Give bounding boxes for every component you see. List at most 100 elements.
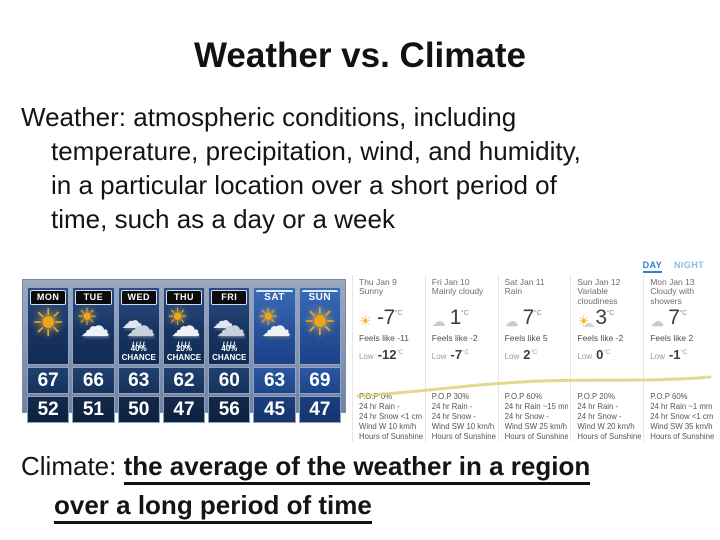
- tv-day-panel: FRI ☁ ☁//// 40% CHANCE: [208, 287, 251, 365]
- low-temp: Low 2°C: [504, 347, 538, 362]
- forecast-temp: ☀ -7°C: [359, 306, 403, 329]
- forecast-stats: P.O.P 60% 24 hr Rain ~1 mm 24 hr Snow <1…: [650, 392, 714, 442]
- forecast-condition: Mainly cloudy: [431, 286, 484, 296]
- weather-definition-line: Weather: atmospheric conditions, includi…: [21, 102, 517, 132]
- forecast-temp: ☁ ∙∙∙ 7°C: [504, 306, 542, 330]
- forecast-date: Thu Jan 9: [359, 277, 397, 287]
- weather-definition-line: time, such as a day or a week: [51, 204, 395, 234]
- tv-chance-text: [300, 342, 340, 364]
- tv-low-temp: 52: [27, 396, 70, 423]
- forecast-date: Sun Jan 12: [577, 277, 621, 287]
- tv-low-temp: 47: [162, 396, 206, 423]
- tv-high-temp: 60: [208, 367, 251, 394]
- pop: P.O.P 30%: [431, 392, 470, 401]
- tv-chance-text: [73, 342, 113, 364]
- tv-high-temp: 69: [298, 367, 341, 394]
- low-temp: Low -7°C: [431, 347, 469, 362]
- feels-like: Feels like -2: [431, 333, 478, 343]
- forecast-stats: P.O.P 0% 24 hr Rain - 24 hr Snow <1 cm W…: [359, 392, 423, 442]
- sun-cloud-rain-icon: ☀ ☁////: [166, 304, 201, 351]
- snow-24h: 24 hr Snow -: [504, 412, 549, 421]
- rain-24h: 24 hr Rain -: [577, 402, 619, 411]
- tv-low-temp: 45: [253, 396, 296, 423]
- tv-high-temp: 67: [27, 367, 70, 394]
- forecast-condition: Rain: [504, 286, 523, 296]
- rain-cloud-icon: ☁ ∙∙∙: [504, 313, 519, 330]
- rain-24h: 24 hr Rain -: [359, 402, 400, 411]
- wind: Wind W 20 km/h: [577, 422, 635, 431]
- page-title: Weather vs. Climate: [194, 36, 526, 75]
- web-forecast-column: Sat Jan 11 Rain ☁ ∙∙∙ 7°C Feels like 5 Low…: [497, 275, 571, 442]
- climate-definition: Climate: the average of the weather in a…: [21, 447, 711, 525]
- web-forecast-column: Thu Jan 9 Sunny ☀ -7°C Feels like -11 Low…: [352, 275, 425, 442]
- tab-night: NIGHT: [674, 260, 704, 270]
- rain-cloud-icon: ☁ ∙∙∙: [650, 313, 665, 330]
- climate-definition-line: over a long period of time: [21, 486, 711, 525]
- cloud-icon: ☁: [431, 313, 446, 329]
- tv-day-panel: TUE ☀ ☁: [72, 287, 115, 365]
- tv-day-column: THU ☀ ☁//// 20% CHANCE 62 47: [162, 287, 206, 423]
- tv-chance-text: 20% CHANCE: [166, 344, 202, 363]
- tv-day-label: MON: [30, 290, 67, 305]
- tv-high-temp: 62: [162, 367, 206, 394]
- tv-high-temp: 66: [72, 367, 115, 394]
- climate-underlined-text: over a long period of time: [54, 490, 372, 524]
- sunny-icon: ☀: [302, 302, 337, 345]
- forecast-stats: P.O.P 60% 24 hr Rain ~15 mm 24 hr Snow -…: [505, 392, 569, 442]
- tv-day-column: SUN ☀ 69 47: [298, 287, 341, 423]
- tv-day-column: SAT ☀ ☁ 63 45: [253, 287, 296, 423]
- rain-24h: 24 hr Rain -: [431, 402, 473, 411]
- sunshine-hours: Hours of Sunshine 1: [577, 432, 642, 441]
- snow-24h: 24 hr Snow -: [431, 412, 477, 421]
- web-forecast-columns: Thu Jan 9 Sunny ☀ -7°C Feels like -11 Low…: [352, 275, 716, 442]
- tv-high-temp: 63: [117, 367, 160, 394]
- tv-day-panel: MON ☀: [27, 287, 70, 365]
- tv-day-column: MON ☀ 67 52: [27, 287, 70, 423]
- tv-day-column: WED ☁ ☁//// 40% CHANCE 63 50: [117, 287, 160, 423]
- tv-day-label: WED: [120, 290, 157, 305]
- sunshine-hours: Hours of Sunshine 0: [504, 432, 569, 441]
- forecast-temp: ☁ 1°C: [431, 306, 469, 329]
- web-forecast-column: Mon Jan 13 Cloudy with showers ☁ ∙∙∙ 7°C F…: [643, 275, 716, 442]
- tv-forecast-image: MON ☀ 67 52 TUE ☀ ☁ 66 51: [22, 279, 346, 423]
- wind: Wind SW 25 km/h: [504, 422, 567, 431]
- forecast-stats: P.O.P 30% 24 hr Rain - 24 hr Snow - Wind…: [432, 392, 496, 442]
- tv-chance-text: 40% CHANCE: [212, 344, 247, 363]
- forecast-date: Mon Jan 13: [650, 277, 695, 287]
- low-temp: Low 0°C: [577, 347, 611, 362]
- snow-24h: 24 hr Snow -: [577, 412, 622, 421]
- tv-day-label: SUN: [301, 290, 338, 304]
- pop: P.O.P 60%: [504, 392, 543, 401]
- pop: P.O.P 0%: [359, 392, 393, 401]
- sunshine-hours: Hours of Sunshine 1: [650, 432, 714, 441]
- forecast-date: Fri Jan 10: [431, 277, 470, 287]
- snow-24h: 24 hr Snow <1 cm: [359, 412, 423, 421]
- web-forecast-column: Fri Jan 10 Mainly cloudy ☁ 1°C Feels like…: [424, 275, 498, 442]
- tv-chance-text: [28, 342, 68, 364]
- tv-day-label: TUE: [75, 290, 112, 305]
- feels-like: Feels like -2: [577, 333, 624, 343]
- web-forecast-image: DAY NIGHT Thu Jan 9 Sunny ☀ -7°C Feels lik…: [352, 258, 716, 442]
- tv-day-panel: WED ☁ ☁//// 40% CHANCE: [117, 287, 160, 365]
- tab-day: DAY: [642, 260, 662, 273]
- tv-low-temp: 50: [117, 396, 160, 423]
- pop: P.O.P 60%: [650, 392, 688, 401]
- tv-day-panel: THU ☀ ☁//// 20% CHANCE: [162, 287, 206, 365]
- partly-cloudy-icon: ☀ ☁: [76, 304, 111, 344]
- climate-underlined-text: the average of the weather in a region: [123, 451, 591, 485]
- tv-day-label: SAT: [256, 290, 293, 304]
- sun-icon: ☀: [359, 313, 372, 329]
- weather-definition-line: in a particular location over a short pe…: [51, 170, 557, 200]
- weather-definition: Weather: atmospheric conditions, includi…: [21, 100, 711, 236]
- rain-icon: ☁ ☁////: [121, 308, 156, 351]
- low-temp: Low -12°C: [359, 347, 404, 362]
- forecast-temp: ☀ ☁ 3°C: [577, 306, 615, 330]
- tv-day-label: FRI: [211, 290, 248, 305]
- tv-day-column: TUE ☀ ☁ 66 51: [72, 287, 115, 423]
- forecast-stats: P.O.P 20% 24 hr Rain - 24 hr Snow - Wind…: [577, 392, 641, 442]
- tv-low-temp: 56: [208, 396, 251, 423]
- tv-day-label: THU: [165, 290, 203, 305]
- feels-like: Feels like 2: [650, 333, 694, 343]
- climate-prefix: Climate:: [21, 451, 124, 481]
